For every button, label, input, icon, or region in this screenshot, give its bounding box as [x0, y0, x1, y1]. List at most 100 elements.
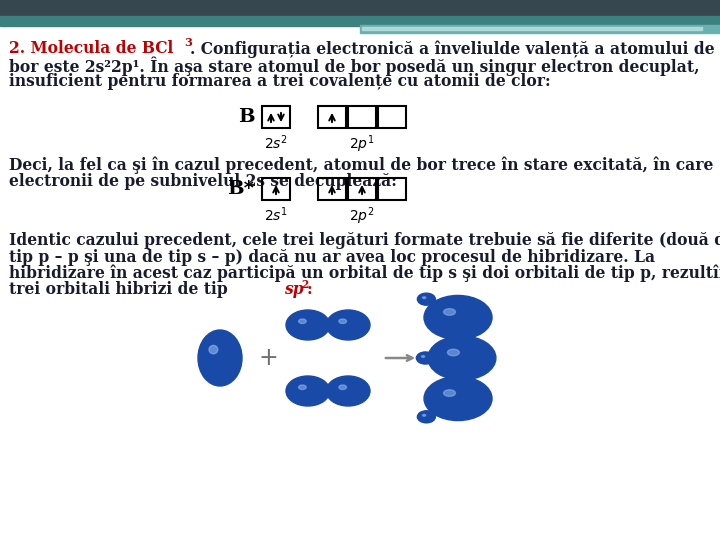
- Ellipse shape: [422, 355, 429, 361]
- Ellipse shape: [430, 299, 487, 336]
- Ellipse shape: [421, 356, 425, 357]
- Ellipse shape: [424, 376, 492, 421]
- Ellipse shape: [428, 336, 496, 380]
- Ellipse shape: [420, 295, 433, 303]
- Ellipse shape: [438, 386, 478, 411]
- Text: B*: B*: [227, 180, 253, 198]
- Ellipse shape: [293, 381, 323, 401]
- Ellipse shape: [442, 345, 482, 371]
- Text: Deci, la fel ca şi în cazul precedent, atomul de bor trece în stare excitată, în: Deci, la fel ca şi în cazul precedent, a…: [9, 156, 714, 173]
- Ellipse shape: [346, 324, 350, 326]
- Ellipse shape: [416, 352, 434, 364]
- Ellipse shape: [446, 310, 469, 325]
- Ellipse shape: [449, 312, 467, 323]
- Ellipse shape: [306, 324, 310, 326]
- Ellipse shape: [304, 388, 312, 394]
- Text: Identic cazului precedent, cele trei legături formate trebuie să fie diferite (d: Identic cazului precedent, cele trei leg…: [9, 232, 720, 249]
- Ellipse shape: [419, 354, 431, 362]
- Ellipse shape: [436, 341, 487, 375]
- Ellipse shape: [441, 306, 475, 328]
- Ellipse shape: [454, 353, 470, 363]
- Ellipse shape: [286, 310, 330, 340]
- Text: tip p – p şi una de tip s – p) dacă nu ar avea loc procesul de hibridizare. La: tip p – p şi una de tip s – p) dacă nu a…: [9, 248, 655, 266]
- Ellipse shape: [455, 397, 461, 400]
- Ellipse shape: [288, 377, 328, 405]
- Ellipse shape: [330, 379, 366, 403]
- Bar: [348, 178, 376, 200]
- Ellipse shape: [299, 319, 317, 331]
- Bar: [318, 106, 346, 128]
- Text: B: B: [238, 108, 254, 126]
- Ellipse shape: [439, 343, 485, 373]
- Text: trei orbitali hibrizi de tip: trei orbitali hibrizi de tip: [9, 281, 233, 299]
- Ellipse shape: [423, 414, 430, 420]
- Ellipse shape: [444, 390, 456, 396]
- Text: sp: sp: [284, 281, 304, 299]
- Ellipse shape: [436, 303, 481, 332]
- Ellipse shape: [288, 311, 328, 339]
- Ellipse shape: [419, 294, 434, 304]
- Ellipse shape: [418, 411, 435, 422]
- Ellipse shape: [449, 393, 467, 404]
- Ellipse shape: [436, 384, 481, 413]
- Ellipse shape: [418, 354, 432, 362]
- Ellipse shape: [433, 301, 484, 334]
- Ellipse shape: [423, 296, 430, 302]
- Bar: [348, 106, 376, 128]
- Ellipse shape: [345, 322, 352, 327]
- Ellipse shape: [302, 387, 313, 395]
- Ellipse shape: [424, 298, 428, 301]
- Ellipse shape: [330, 313, 366, 338]
- Ellipse shape: [332, 380, 364, 402]
- Bar: [360, 25, 720, 33]
- Ellipse shape: [459, 356, 464, 360]
- Ellipse shape: [216, 353, 224, 363]
- Ellipse shape: [333, 315, 363, 335]
- Ellipse shape: [339, 319, 346, 323]
- Bar: [378, 178, 406, 200]
- Text: 3: 3: [184, 37, 192, 48]
- Ellipse shape: [341, 320, 356, 330]
- Ellipse shape: [445, 347, 479, 369]
- Text: $2p^1$: $2p^1$: [349, 133, 375, 154]
- Text: bor este 2s²2p¹. În aşa stare atomul de bor posedă un singur electron decuplat,: bor este 2s²2p¹. În aşa stare atomul de …: [9, 57, 700, 76]
- Ellipse shape: [302, 321, 313, 329]
- Text: $2p^2$: $2p^2$: [349, 205, 374, 227]
- Ellipse shape: [456, 354, 467, 362]
- Ellipse shape: [289, 379, 326, 403]
- Text: $2s^1$: $2s^1$: [264, 205, 288, 224]
- Bar: [0, 0, 720, 16]
- Ellipse shape: [337, 383, 359, 399]
- Ellipse shape: [207, 342, 233, 374]
- Ellipse shape: [336, 382, 361, 400]
- Ellipse shape: [209, 344, 231, 372]
- Ellipse shape: [418, 353, 433, 363]
- Ellipse shape: [433, 340, 490, 376]
- Ellipse shape: [417, 353, 433, 363]
- Ellipse shape: [423, 356, 428, 360]
- Ellipse shape: [446, 391, 469, 406]
- Ellipse shape: [423, 415, 429, 419]
- Ellipse shape: [299, 385, 306, 389]
- Ellipse shape: [444, 309, 456, 315]
- Ellipse shape: [339, 385, 346, 389]
- Ellipse shape: [421, 413, 431, 420]
- Ellipse shape: [292, 314, 324, 336]
- Text: insuficient pentru formarea a trei covalențe cu atomii de clor:: insuficient pentru formarea a trei coval…: [9, 73, 551, 90]
- Ellipse shape: [448, 349, 476, 367]
- Ellipse shape: [426, 416, 427, 417]
- Ellipse shape: [427, 379, 489, 418]
- Ellipse shape: [421, 296, 431, 303]
- Ellipse shape: [292, 380, 324, 402]
- Ellipse shape: [420, 295, 433, 303]
- Ellipse shape: [200, 332, 240, 383]
- Ellipse shape: [422, 296, 431, 302]
- Ellipse shape: [211, 346, 229, 370]
- Ellipse shape: [447, 349, 459, 356]
- Ellipse shape: [205, 339, 235, 377]
- Ellipse shape: [427, 298, 489, 338]
- Ellipse shape: [424, 295, 492, 340]
- Ellipse shape: [422, 414, 431, 420]
- Ellipse shape: [295, 382, 320, 400]
- Ellipse shape: [198, 330, 242, 386]
